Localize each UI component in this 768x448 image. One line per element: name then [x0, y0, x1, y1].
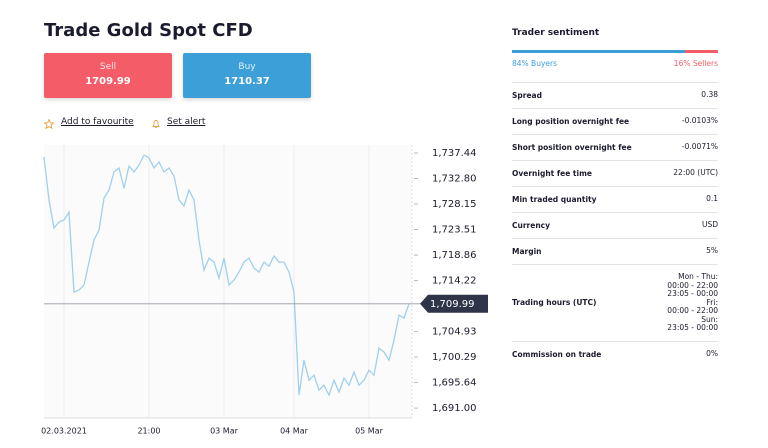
- row-label: Margin: [512, 247, 542, 256]
- buy-button[interactable]: Buy 1710.37: [183, 53, 311, 98]
- row-value-line: 00:00 - 22:00: [667, 280, 718, 290]
- row-value-line: 0%: [706, 348, 718, 358]
- row-label: Commission on trade: [512, 349, 602, 359]
- row-value: 22:00 (UTC): [673, 169, 718, 178]
- row-value-line: 0.38: [701, 90, 718, 100]
- sellers-label: 16% Sellers: [673, 59, 718, 68]
- row-value: -0.0103%: [682, 117, 718, 126]
- info-row: Overnight fee time 22:00 (UTC): [512, 160, 718, 186]
- row-label: Currency: [512, 221, 551, 230]
- star-icon: [44, 119, 54, 129]
- current-price-tag: [420, 294, 488, 313]
- x-tick-label: 04 Mar: [280, 427, 309, 436]
- row-label: Spread: [512, 91, 542, 100]
- y-tick-label: 1,728.15: [432, 199, 477, 210]
- row-label: Min traded quantity: [512, 195, 597, 204]
- row-value: -0.0071%: [682, 143, 718, 152]
- info-table: Spread 0.38 Long position overnight fee -0.…: [512, 82, 718, 367]
- info-row: Short position overnight fee -0.0071%: [512, 134, 718, 160]
- current-price-label: 1,709.99: [430, 299, 475, 310]
- info-row: Trading hours (UTC) Mon - Thu: 00:00 - 22:…: [512, 264, 718, 341]
- info-row: Spread 0.38: [512, 82, 718, 108]
- row-value-line: 5%: [706, 246, 718, 256]
- row-value-line: USD: [701, 220, 718, 230]
- y-tick-label: 1,714.22: [432, 276, 477, 287]
- x-tick-label: 21:00: [137, 427, 160, 436]
- sentiment-labels: 84% Buyers 16% Sellers: [512, 59, 718, 68]
- x-tick-label: 03 Mar: [210, 427, 239, 436]
- info-row: Long position overnight fee -0.0103%: [512, 108, 718, 134]
- row-value-line: -0.0103%: [681, 116, 718, 126]
- price-chart: 1,737.44 1,732.80 1,728.15 1,723.51 1,718.86…: [41, 145, 488, 436]
- buyers-bar: [512, 50, 686, 53]
- bell-icon: [152, 120, 160, 128]
- row-value-line: -0.0071%: [681, 142, 718, 152]
- sentiment-bar: [512, 50, 718, 53]
- sell-price: 1709.99: [85, 76, 131, 87]
- row-value-line: Sun:: [701, 314, 718, 324]
- y-tick-label: 1,704.93: [432, 327, 477, 338]
- favourite-link[interactable]: Add to favourite: [61, 117, 134, 127]
- row-value-line: 23:05 - 00:00: [667, 323, 718, 332]
- row-value-line: 0.1: [706, 194, 718, 204]
- sentiment-title: Trader sentiment: [512, 28, 600, 38]
- row-value: 0.38: [701, 91, 718, 100]
- row-value-line: Mon - Thu:: [678, 272, 718, 281]
- row-label: Trading hours (UTC): [512, 298, 597, 308]
- alert-link[interactable]: Set alert: [167, 117, 206, 127]
- info-row: Margin 5%: [512, 238, 718, 264]
- info-panel: Trader sentiment 84% Buyers 16% Sellers …: [512, 28, 718, 367]
- row-label: Short position overnight fee: [512, 143, 632, 152]
- y-tick-label: 1,695.64: [432, 378, 477, 389]
- row-value: 0.1: [706, 195, 718, 204]
- y-tick-label: 1,737.44: [432, 148, 477, 159]
- info-row: Min traded quantity 0.1: [512, 186, 718, 212]
- row-value-line: 23:05 - 00:00: [667, 289, 718, 298]
- row-value: Mon - Thu: 00:00 - 22:00 23:05 - 00:00 Fri:…: [667, 272, 718, 333]
- row-value: 0%: [706, 348, 718, 359]
- x-tick-label: 02.03.2021: [41, 427, 87, 436]
- row-value: USD: [702, 221, 718, 230]
- y-tick-label: 1,723.51: [432, 225, 477, 236]
- price-line: [43, 154, 410, 397]
- sellers-bar: [685, 50, 718, 53]
- row-label: Overnight fee time: [512, 169, 592, 178]
- buyers-label: 84% Buyers: [512, 59, 557, 68]
- info-row: Currency USD: [512, 212, 718, 238]
- row-label: Long position overnight fee: [512, 117, 630, 126]
- page-title: Trade Gold Spot CFD: [44, 20, 253, 41]
- y-tick-label: 1,691.00: [432, 403, 477, 414]
- y-tick-label: 1,718.86: [432, 250, 477, 261]
- row-value-line: 22:00 (UTC): [673, 168, 718, 178]
- sell-button[interactable]: Sell 1709.99: [44, 53, 172, 98]
- row-value-line: 00:00 - 22:00: [667, 306, 718, 315]
- info-row: Commission on trade 0%: [512, 340, 718, 367]
- row-value: 5%: [706, 247, 718, 256]
- y-tick-label: 1,732.80: [432, 174, 477, 185]
- x-tick-label: 05 Mar: [355, 427, 384, 436]
- row-value-line: Fri:: [706, 297, 718, 307]
- buy-price: 1710.37: [224, 76, 270, 87]
- buy-label: Buy: [238, 62, 256, 72]
- y-tick-label: 1,700.29: [432, 352, 477, 363]
- sell-label: Sell: [99, 62, 117, 72]
